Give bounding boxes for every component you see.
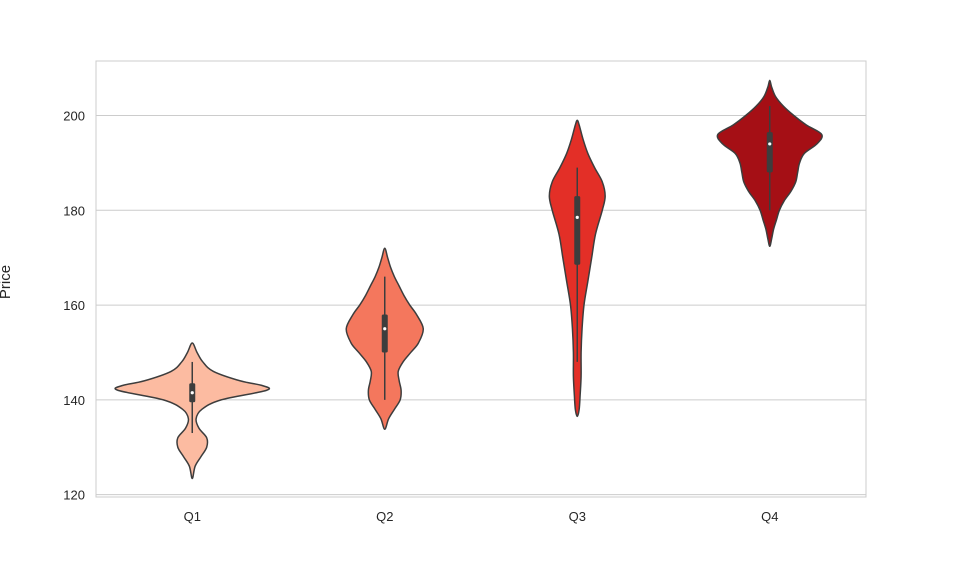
violin-median-dot xyxy=(383,327,387,331)
x-tick-label: Q2 xyxy=(376,509,393,524)
x-tick-label: Q3 xyxy=(569,509,586,524)
violin-median-dot xyxy=(575,215,579,219)
violin-q4 xyxy=(716,79,823,248)
violin-median-dot xyxy=(190,391,194,395)
violin-q3 xyxy=(548,119,606,418)
violin-q2 xyxy=(345,247,425,430)
x-tick-label: Q4 xyxy=(761,509,778,524)
y-tick-label: 200 xyxy=(63,109,85,124)
y-tick-label: 160 xyxy=(63,298,85,313)
y-tick-label: 180 xyxy=(63,203,85,218)
violin-iqr-box xyxy=(766,132,773,173)
x-tick-labels: Q1 Q2 Q3 Q4 xyxy=(184,509,779,524)
violin-iqr-box xyxy=(381,314,388,353)
violin-q1 xyxy=(114,342,271,480)
plot-frame xyxy=(95,60,867,498)
grid-lines xyxy=(96,115,866,496)
violin-median-dot xyxy=(768,142,772,146)
y-axis-label: Price xyxy=(0,265,14,299)
violin-iqr-box xyxy=(574,196,581,265)
y-tick-labels: 120 140 160 180 200 xyxy=(63,109,85,503)
violins xyxy=(114,79,823,480)
x-tick-label: Q1 xyxy=(184,509,201,524)
y-tick-label: 140 xyxy=(63,393,85,408)
y-tick-label: 120 xyxy=(63,488,85,503)
